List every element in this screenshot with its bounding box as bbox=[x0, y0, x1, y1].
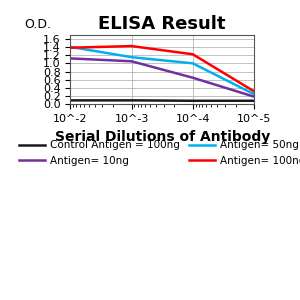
Control Antigen = 100ng bbox=[130, 99, 134, 102]
Control Antigen = 100ng bbox=[252, 99, 256, 103]
Antigen= 10ng bbox=[69, 57, 72, 60]
Antigen= 10ng bbox=[191, 76, 195, 80]
Antigen= 100ng bbox=[191, 52, 195, 56]
Title: ELISA Result: ELISA Result bbox=[98, 15, 226, 33]
Antigen= 50ng bbox=[191, 61, 195, 65]
Control Antigen = 100ng bbox=[69, 99, 72, 102]
Antigen= 50ng bbox=[69, 45, 72, 49]
Control Antigen = 100ng bbox=[191, 99, 195, 103]
Legend: Control Antigen = 100ng, Antigen= 10ng, Antigen= 50ng, Antigen= 100ng: Control Antigen = 100ng, Antigen= 10ng, … bbox=[15, 136, 300, 170]
Antigen= 10ng bbox=[130, 59, 134, 63]
Line: Antigen= 100ng: Antigen= 100ng bbox=[70, 46, 254, 91]
X-axis label: Serial Dilutions of Antibody: Serial Dilutions of Antibody bbox=[55, 130, 270, 144]
Antigen= 50ng bbox=[130, 56, 134, 59]
Antigen= 100ng bbox=[69, 46, 72, 50]
Antigen= 100ng bbox=[130, 44, 134, 48]
Line: Antigen= 50ng: Antigen= 50ng bbox=[70, 47, 254, 94]
Antigen= 100ng bbox=[252, 89, 256, 93]
Line: Control Antigen = 100ng: Control Antigen = 100ng bbox=[70, 100, 254, 101]
Y-axis label: O.D.: O.D. bbox=[24, 18, 51, 31]
Antigen= 10ng bbox=[252, 95, 256, 98]
Antigen= 50ng bbox=[252, 92, 256, 96]
Line: Antigen= 10ng: Antigen= 10ng bbox=[70, 58, 254, 97]
